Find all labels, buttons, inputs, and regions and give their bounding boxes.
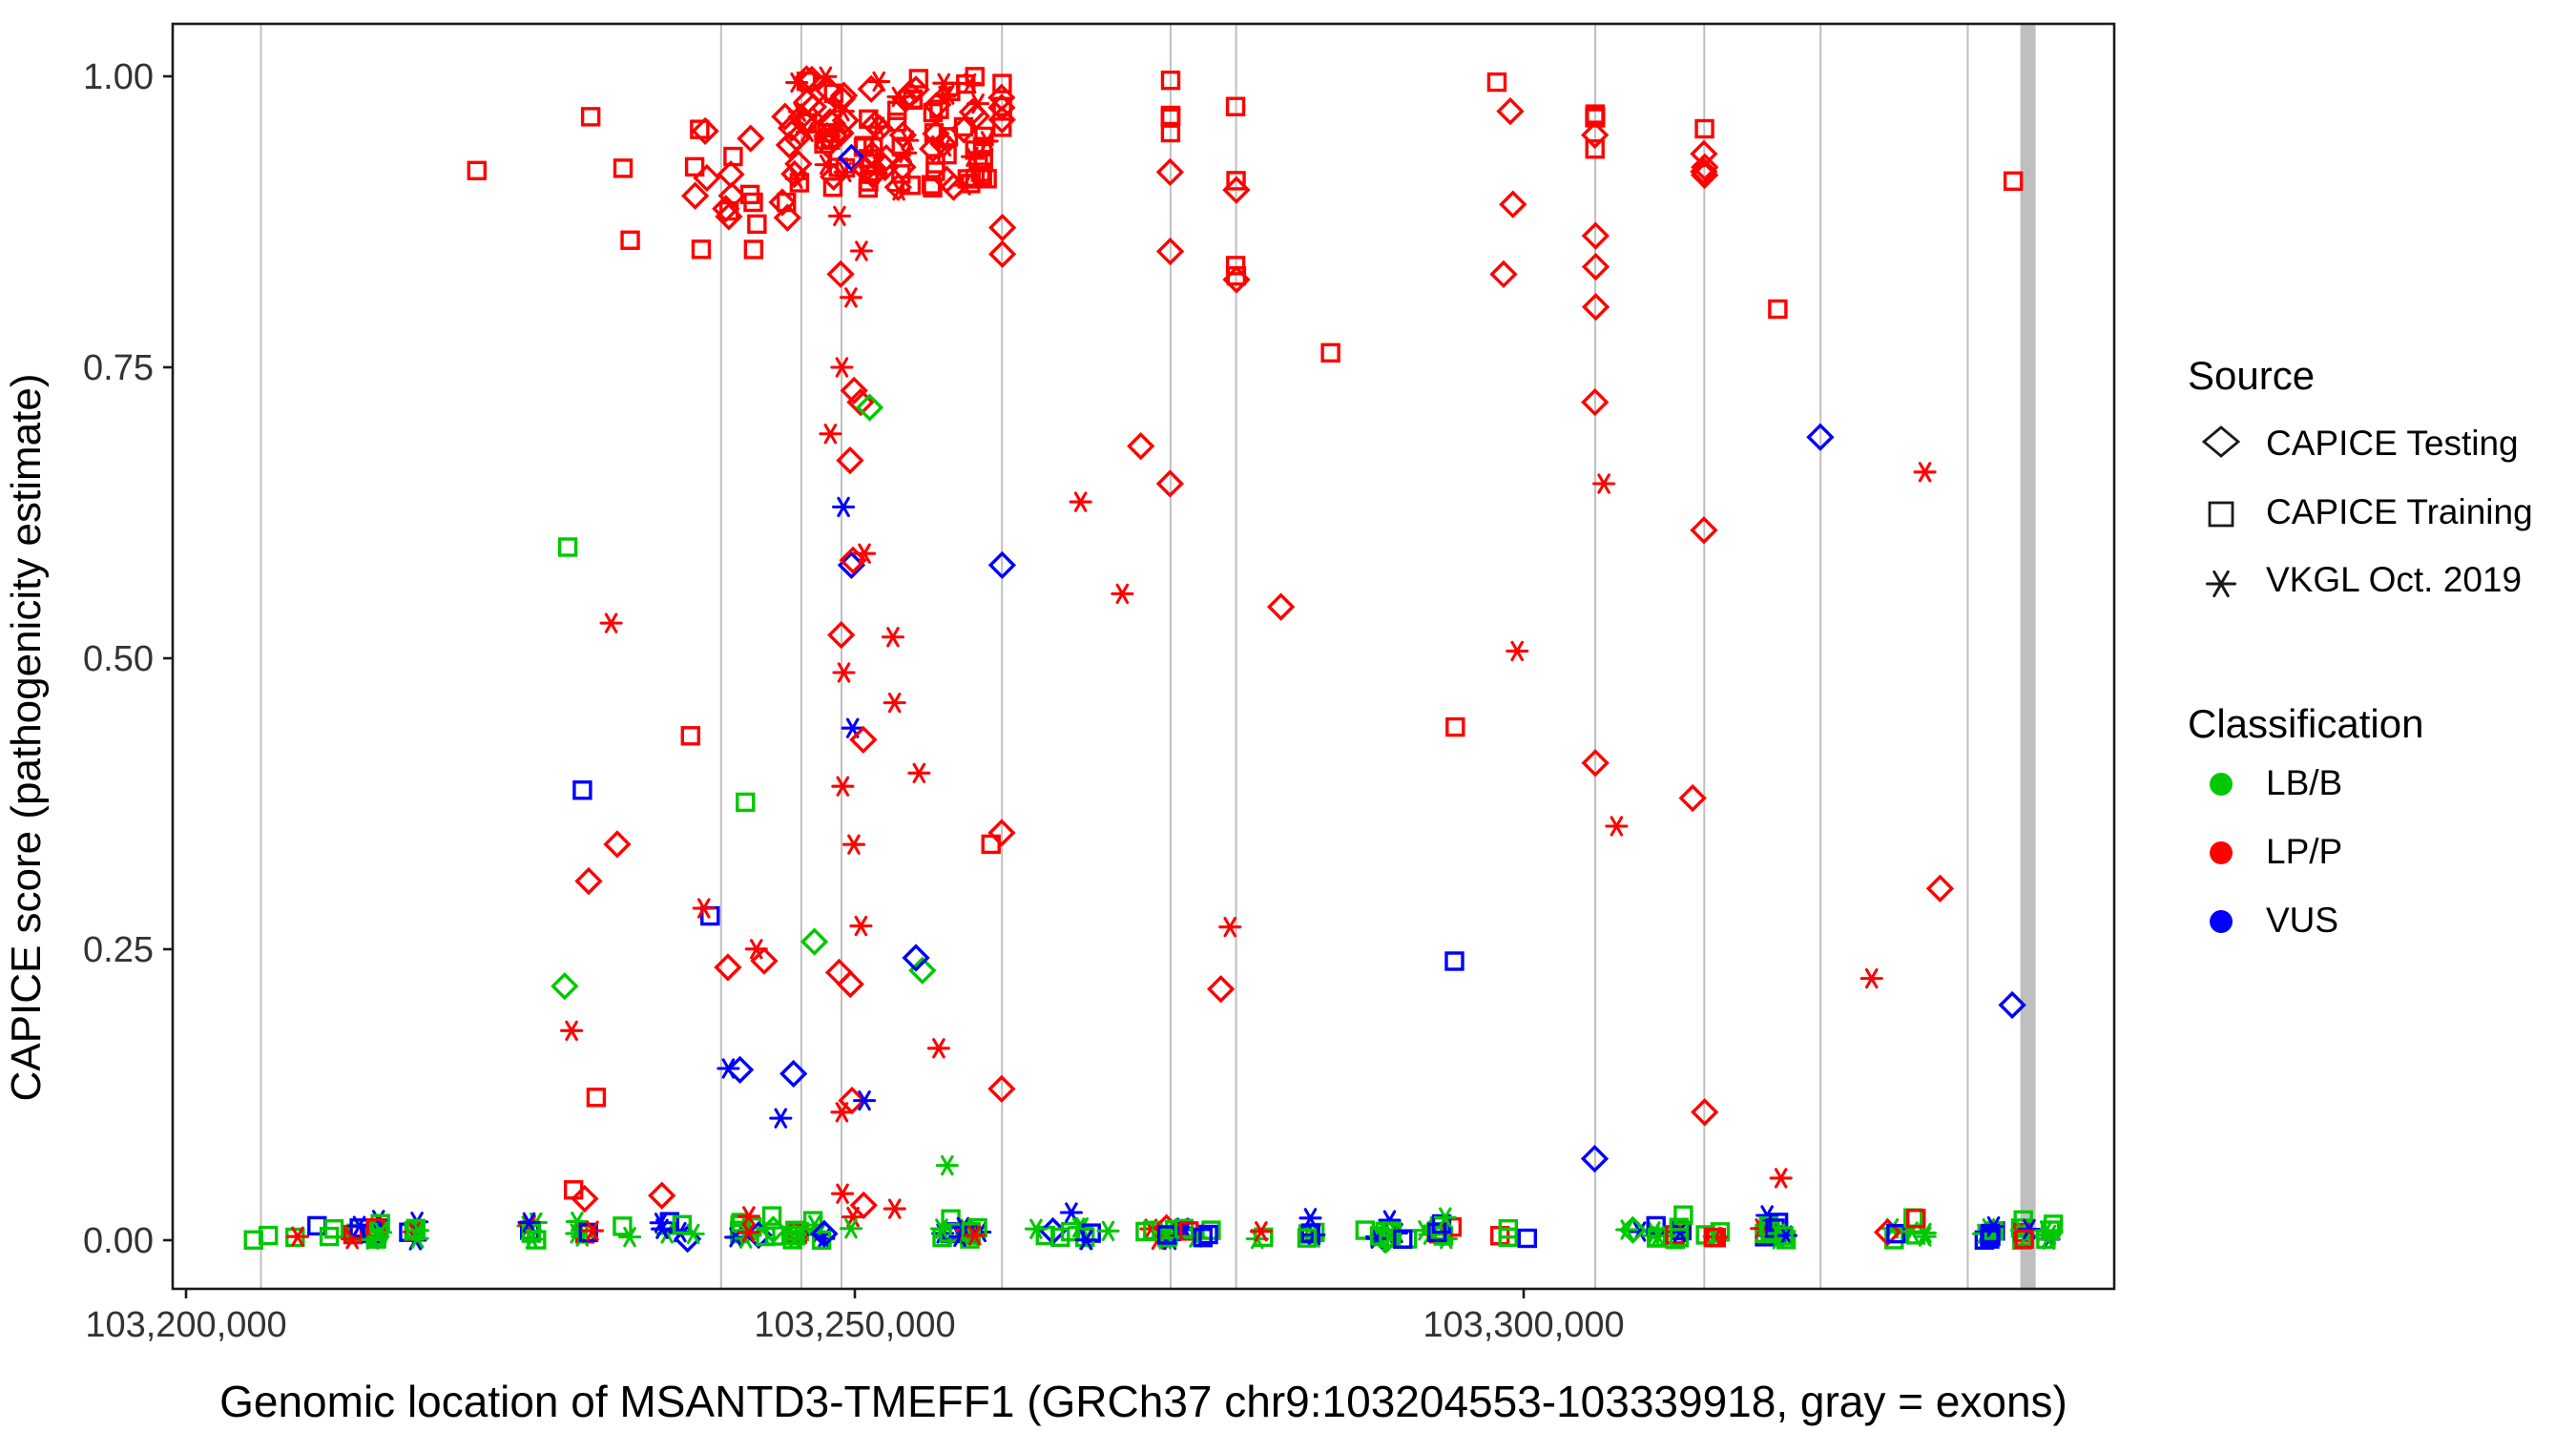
svg-text:LP/P: LP/P bbox=[2266, 832, 2342, 871]
svg-text:CAPICE score (pathogenicity es: CAPICE score (pathogenicity estimate) bbox=[3, 374, 50, 1102]
svg-text:VKGL Oct. 2019: VKGL Oct. 2019 bbox=[2266, 560, 2522, 599]
svg-text:CAPICE Training: CAPICE Training bbox=[2266, 492, 2533, 531]
svg-text:VUS: VUS bbox=[2266, 901, 2338, 940]
svg-text:103,250,000: 103,250,000 bbox=[754, 1305, 955, 1345]
svg-text:LB/B: LB/B bbox=[2266, 763, 2342, 802]
svg-text:Source: Source bbox=[2188, 353, 2315, 398]
svg-text:Genomic location of MSANTD3-TM: Genomic location of MSANTD3-TMEFF1 (GRCh… bbox=[219, 1377, 2067, 1426]
svg-text:103,200,000: 103,200,000 bbox=[85, 1305, 286, 1345]
svg-text:0.25: 0.25 bbox=[83, 930, 154, 970]
svg-text:0.75: 0.75 bbox=[83, 348, 154, 388]
svg-text:0.50: 0.50 bbox=[83, 639, 154, 679]
svg-text:1.00: 1.00 bbox=[83, 57, 154, 97]
svg-text:CAPICE Testing: CAPICE Testing bbox=[2266, 424, 2519, 463]
svg-text:0.00: 0.00 bbox=[83, 1221, 154, 1261]
svg-text:Classification: Classification bbox=[2188, 701, 2423, 746]
svg-text:103,300,000: 103,300,000 bbox=[1423, 1305, 1624, 1345]
